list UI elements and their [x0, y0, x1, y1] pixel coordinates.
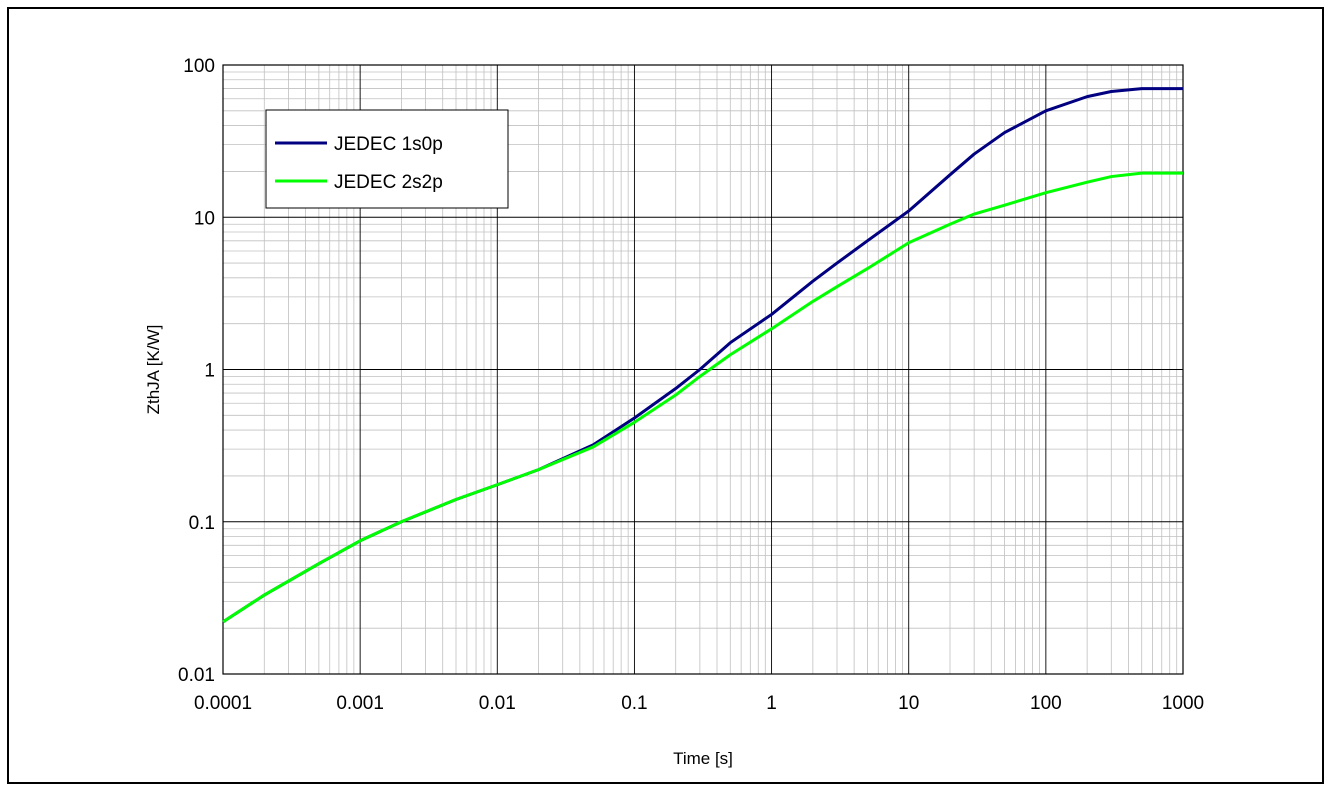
x-tick-label: 0.0001 — [194, 693, 252, 714]
y-tick-label: 0.01 — [178, 665, 215, 686]
legend-label-jedec-1s0p: JEDEC 1s0p — [334, 134, 443, 155]
chart-frame: 0.0001 0.001 0.01 0.1 1 10 100 1000 0.01 0.1 1 10 1… — [7, 7, 1324, 784]
x-axis-title: Time [s] — [673, 749, 733, 768]
x-tick-label: 0.01 — [479, 693, 516, 714]
legend-label-jedec-2s2p: JEDEC 2s2p — [334, 172, 443, 193]
x-tick-labels: 0.0001 0.001 0.01 0.1 1 10 100 1000 — [194, 693, 1204, 714]
zth-chart: 0.0001 0.001 0.01 0.1 1 10 100 1000 0.01 0.1 1 10 1… — [144, 56, 1204, 768]
y-tick-label: 10 — [194, 208, 215, 229]
y-tick-label: 0.1 — [189, 513, 215, 534]
legend: JEDEC 1s0p JEDEC 2s2p — [265, 109, 509, 209]
x-tick-label: 10 — [898, 693, 919, 714]
y-tick-labels: 0.01 0.1 1 10 100 — [178, 56, 215, 686]
y-tick-label: 100 — [183, 56, 215, 77]
x-tick-label: 100 — [1030, 693, 1062, 714]
x-tick-label: 1000 — [1162, 693, 1204, 714]
plot-area-border — [222, 64, 1184, 675]
x-tick-label: 1 — [766, 693, 777, 714]
series-layer — [222, 87, 1183, 624]
y-tick-label: 1 — [204, 361, 215, 382]
y-axis-title: ZthJA [K/W] — [144, 325, 163, 415]
series-line-jedec-2s2p — [222, 171, 1183, 624]
legend-box — [265, 109, 509, 209]
x-tick-label: 0.001 — [336, 693, 384, 714]
x-tick-label: 0.1 — [621, 693, 647, 714]
